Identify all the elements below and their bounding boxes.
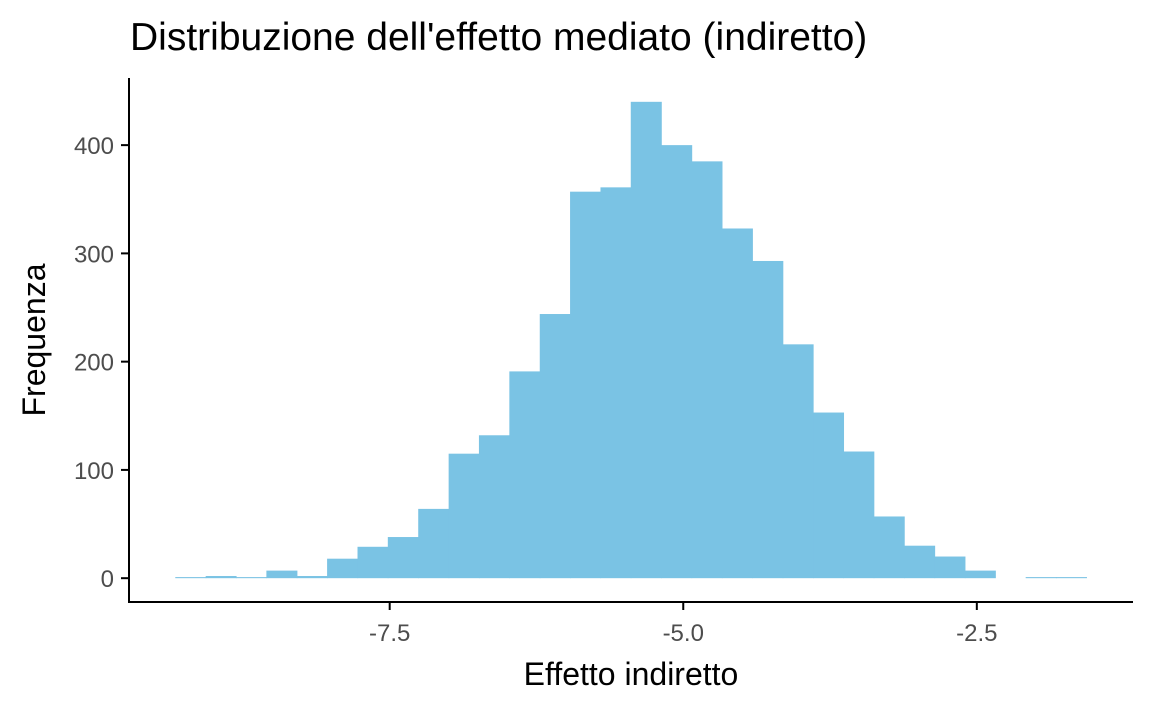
histogram-bar xyxy=(205,576,237,579)
y-axis-ticks: 0 100 200 300 400 xyxy=(74,133,129,593)
histogram-bar xyxy=(418,508,450,579)
histogram-bar xyxy=(904,545,936,579)
histogram-bar xyxy=(175,577,207,579)
histogram-bar xyxy=(721,228,753,579)
x-axis-ticks: -7.5 -5.0 -2.5 xyxy=(369,602,998,647)
histogram-bar xyxy=(691,161,723,579)
x-tick-label: -2.5 xyxy=(956,620,997,647)
y-axis-title: Frequenza xyxy=(16,263,52,416)
y-tick-label: 300 xyxy=(74,241,114,268)
histogram-bar xyxy=(327,558,359,579)
histogram-bar xyxy=(296,576,328,579)
histogram-bar xyxy=(813,412,845,579)
histogram-bar xyxy=(509,371,541,579)
y-tick-label: 400 xyxy=(74,133,114,160)
histogram-bar xyxy=(752,260,784,579)
histogram-bar xyxy=(539,314,571,579)
histogram-bar xyxy=(1025,577,1057,579)
histogram-bar xyxy=(266,570,298,579)
histogram-bar xyxy=(843,451,875,579)
y-tick-label: 200 xyxy=(74,350,114,377)
histogram-bar xyxy=(630,101,662,579)
histogram-bar xyxy=(570,191,602,579)
histogram-bar xyxy=(1055,577,1087,579)
histogram-bars xyxy=(175,101,1087,579)
histogram-bar xyxy=(782,344,814,579)
x-tick-label: -5.0 xyxy=(663,620,704,647)
histogram-bar xyxy=(478,435,510,579)
histogram-bar xyxy=(964,570,996,579)
x-axis-title: Effetto indiretto xyxy=(524,656,739,692)
histogram-bar xyxy=(934,556,966,579)
x-tick-label: -7.5 xyxy=(369,620,410,647)
histogram-bar xyxy=(235,577,267,579)
chart-title: Distribuzione dell'effetto mediato (indi… xyxy=(130,16,867,59)
histogram-bar xyxy=(357,546,389,579)
histogram-bar xyxy=(661,145,693,579)
histogram-bar xyxy=(448,453,480,579)
histogram-bar xyxy=(387,537,419,579)
y-tick-label: 0 xyxy=(101,566,114,593)
histogram-bar xyxy=(873,516,905,579)
histogram-bar xyxy=(600,187,632,579)
y-tick-label: 100 xyxy=(74,458,114,485)
